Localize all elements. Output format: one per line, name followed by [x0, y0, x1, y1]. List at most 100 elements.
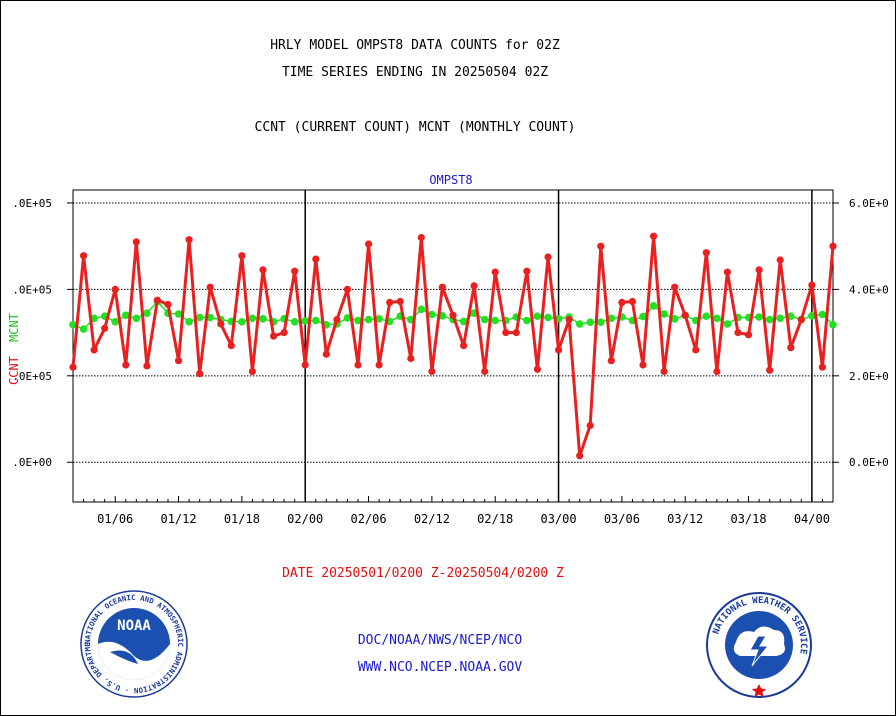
data-point-ccnt — [797, 316, 805, 324]
data-point-ccnt — [481, 367, 489, 376]
data-point-mcnt — [575, 320, 584, 328]
y-tick-label-left: .0E+05 — [12, 370, 52, 383]
data-point-mcnt — [132, 314, 141, 323]
data-point-ccnt — [597, 242, 605, 250]
data-point-ccnt — [555, 346, 563, 354]
data-point-mcnt — [723, 320, 732, 328]
data-point-ccnt — [766, 366, 774, 374]
data-point-ccnt — [576, 452, 584, 460]
y-tick-label-right: 6.0E+0 — [849, 197, 889, 210]
data-point-ccnt — [491, 268, 499, 276]
data-point-ccnt — [90, 346, 98, 354]
data-point-ccnt — [723, 268, 732, 276]
data-point-ccnt — [512, 329, 520, 337]
data-point-mcnt — [174, 310, 183, 318]
data-point-ccnt — [702, 249, 710, 257]
data-point-ccnt — [196, 370, 204, 378]
data-point-ccnt — [618, 298, 626, 306]
data-point-mcnt — [776, 314, 784, 323]
data-point-mcnt — [702, 312, 711, 321]
data-point-mcnt — [787, 312, 795, 321]
data-point-ccnt — [333, 316, 341, 324]
x-tick-label: 03/06 — [604, 512, 640, 526]
data-point-ccnt — [681, 311, 689, 319]
data-point-ccnt — [407, 354, 415, 363]
data-point-ccnt — [523, 267, 531, 275]
data-point-mcnt — [459, 317, 468, 326]
chart-title-line2: TIME SERIES ENDING IN 20250504 02Z — [281, 65, 549, 80]
doc-noaa-link[interactable]: DOC/NOAA/NWS/NCEP/NCO — [357, 633, 523, 648]
data-point-mcnt — [660, 310, 668, 318]
x-tick-label: 02/18 — [477, 512, 513, 526]
y-axis-label-ccnt: CCNT — [7, 356, 21, 385]
nco-website-link[interactable]: WWW.NCO.NCEP.NOAA.GOV — [357, 660, 523, 675]
data-point-ccnt — [270, 332, 278, 340]
data-point-ccnt — [428, 367, 436, 376]
data-point-ccnt — [69, 363, 77, 371]
data-point-mcnt — [808, 312, 816, 320]
data-point-mcnt — [417, 305, 426, 314]
x-tick-label: 03/18 — [730, 512, 766, 526]
y-tick-label-left: .0E+00 — [12, 456, 52, 469]
data-point-ccnt — [322, 350, 330, 358]
data-point-ccnt — [301, 361, 309, 369]
data-point-mcnt — [765, 315, 774, 324]
data-point-mcnt — [639, 312, 647, 321]
data-point-ccnt — [787, 344, 795, 352]
data-point-ccnt — [628, 297, 637, 306]
data-point-ccnt — [291, 267, 299, 275]
data-point-mcnt — [670, 315, 679, 323]
data-point-ccnt — [607, 357, 615, 365]
data-point-mcnt — [364, 315, 373, 324]
data-point-ccnt — [533, 365, 542, 373]
data-point-ccnt — [375, 361, 383, 369]
data-point-mcnt — [586, 318, 594, 327]
data-point-mcnt — [354, 316, 362, 325]
data-point-ccnt — [153, 296, 161, 304]
data-point-mcnt — [195, 313, 204, 322]
data-point-mcnt — [206, 313, 214, 322]
data-point-ccnt — [122, 361, 130, 369]
data-point-ccnt — [259, 266, 267, 274]
data-point-ccnt — [238, 252, 246, 260]
data-point-ccnt — [312, 255, 320, 263]
data-point-mcnt — [533, 312, 542, 321]
data-point-mcnt — [491, 316, 500, 325]
data-point-mcnt — [597, 318, 605, 327]
data-point-mcnt — [649, 302, 658, 310]
data-point-ccnt — [354, 361, 362, 369]
data-point-mcnt — [301, 317, 310, 325]
data-point-mcnt — [343, 314, 352, 322]
y-axis-label-mcnt: MCNT — [7, 313, 21, 342]
data-point-mcnt — [544, 313, 552, 322]
data-point-ccnt — [502, 329, 510, 337]
data-point-ccnt — [544, 253, 552, 261]
data-point-mcnt — [290, 318, 299, 326]
data-point-mcnt — [248, 314, 257, 323]
nws-logo: NATIONAL WEATHER SERVICE — [706, 592, 812, 698]
x-tick-label: 02/12 — [414, 512, 450, 526]
y-tick-label-right: 0.0E+0 — [849, 456, 889, 469]
data-point-ccnt — [227, 342, 235, 350]
data-point-ccnt — [438, 283, 446, 291]
x-tick-label: 03/12 — [667, 512, 703, 526]
data-point-ccnt — [101, 324, 109, 332]
data-point-ccnt — [217, 320, 225, 328]
data-point-ccnt — [343, 285, 351, 293]
x-tick-label: 02/06 — [350, 512, 386, 526]
data-point-ccnt — [692, 346, 700, 354]
chart-title-line1: HRLY MODEL OMPST8 DATA COUNTS for 02Z — [270, 38, 560, 53]
data-point-mcnt — [238, 318, 246, 326]
data-point-ccnt — [132, 238, 140, 246]
data-point-ccnt — [755, 266, 763, 274]
data-point-ccnt — [365, 240, 373, 248]
data-point-mcnt — [480, 315, 489, 324]
data-point-mcnt — [69, 321, 77, 329]
data-point-ccnt — [808, 281, 816, 289]
data-point-ccnt — [829, 242, 837, 250]
x-tick-label: 03/00 — [540, 512, 576, 526]
data-point-mcnt — [79, 325, 88, 333]
data-point-ccnt — [639, 361, 647, 369]
data-point-ccnt — [565, 316, 573, 324]
